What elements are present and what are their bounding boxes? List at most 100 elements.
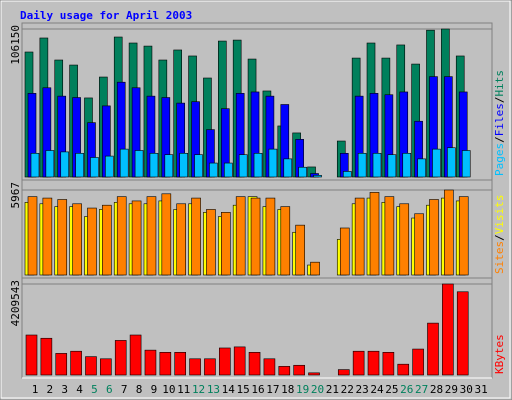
bar	[191, 197, 201, 276]
legend: Sites/Visits	[493, 195, 506, 275]
bar	[30, 152, 40, 178]
bar	[102, 204, 112, 276]
bar	[75, 152, 84, 178]
bar	[60, 151, 70, 178]
x-tick-label: 3	[61, 383, 68, 396]
bar	[116, 196, 127, 276]
x-tick-label: 20	[311, 383, 324, 396]
y-tick-label: 4209543	[9, 280, 22, 326]
legend: Pages/Files/Hits	[493, 70, 506, 176]
bar	[176, 203, 186, 276]
bar	[458, 196, 469, 276]
bar	[100, 358, 112, 376]
legend-entry: KBytes	[493, 334, 506, 374]
bar	[432, 148, 441, 178]
bar	[456, 291, 469, 376]
bar	[382, 352, 395, 376]
x-tick-label: 16	[251, 383, 264, 396]
bar	[90, 157, 99, 178]
x-tick-label: 29	[445, 383, 458, 396]
bar	[189, 358, 201, 376]
bar	[238, 154, 248, 178]
x-tick-label: 28	[430, 383, 443, 396]
bar	[45, 150, 55, 178]
bar	[429, 199, 439, 276]
bar	[444, 189, 454, 276]
bar	[352, 350, 365, 376]
legend-entry: Visits	[493, 195, 506, 235]
bar	[342, 171, 352, 178]
bar	[414, 213, 424, 276]
x-tick-label: 25	[385, 383, 398, 396]
bar	[85, 356, 97, 376]
x-tick-label: 22	[341, 383, 354, 396]
x-tick-label: 31	[474, 383, 487, 396]
x-tick-label: 27	[415, 383, 428, 396]
legend-separator: /	[493, 97, 506, 104]
bar	[209, 162, 218, 178]
bar	[105, 155, 114, 178]
x-tick-label: 7	[121, 383, 128, 396]
bar	[57, 199, 68, 276]
bar	[161, 193, 172, 276]
bar	[134, 150, 144, 178]
bar	[179, 152, 188, 178]
bar	[174, 352, 186, 376]
bar	[119, 148, 129, 178]
bar	[146, 196, 157, 276]
bar	[461, 150, 471, 178]
legend-entry: Files	[493, 103, 506, 136]
bar	[131, 200, 142, 276]
x-tick-label: 14	[222, 383, 236, 396]
bar	[204, 358, 216, 376]
x-tick-label: 6	[106, 383, 113, 396]
bar	[194, 154, 203, 178]
bar	[144, 349, 157, 376]
x-tick-label: 21	[326, 383, 339, 396]
bar	[278, 366, 291, 376]
bar	[442, 283, 454, 376]
x-tick-label: 4	[76, 383, 83, 396]
chart-title: Daily usage for April 2003	[20, 9, 192, 22]
bar	[265, 197, 276, 276]
x-tick-label: 19	[296, 383, 309, 396]
x-tick-label: 8	[136, 383, 143, 396]
bar	[250, 197, 261, 276]
bar	[354, 197, 365, 276]
bar	[25, 334, 38, 376]
bar	[397, 363, 410, 376]
bar	[114, 340, 127, 376]
bar	[339, 227, 350, 276]
legend-entry: Hits	[493, 70, 506, 97]
bar	[70, 350, 82, 376]
bar	[149, 152, 159, 178]
x-tick-label: 2	[47, 383, 54, 396]
bar	[308, 372, 320, 376]
legend: KBytes	[493, 334, 506, 374]
bar	[268, 148, 278, 178]
x-tick-label: 23	[356, 383, 369, 396]
bar	[72, 203, 82, 276]
bar	[55, 353, 68, 376]
bar	[387, 154, 397, 178]
x-tick-label: 1	[32, 383, 39, 396]
y-tick-label: 106150	[9, 25, 22, 65]
bar	[263, 358, 276, 376]
bar	[224, 162, 233, 178]
bar	[310, 261, 320, 276]
x-tick-label: 17	[266, 383, 279, 396]
x-tick-label: 18	[281, 383, 294, 396]
legend-entry: Pages	[493, 143, 506, 176]
bar	[295, 224, 305, 276]
bar	[399, 203, 410, 276]
legend-entry: Sites	[493, 241, 506, 274]
bar	[42, 197, 53, 276]
bar	[357, 152, 367, 178]
bar	[313, 175, 322, 178]
bar	[248, 352, 261, 376]
bar	[159, 352, 172, 376]
bar	[40, 337, 53, 376]
bar	[253, 152, 263, 178]
bar	[235, 196, 246, 276]
